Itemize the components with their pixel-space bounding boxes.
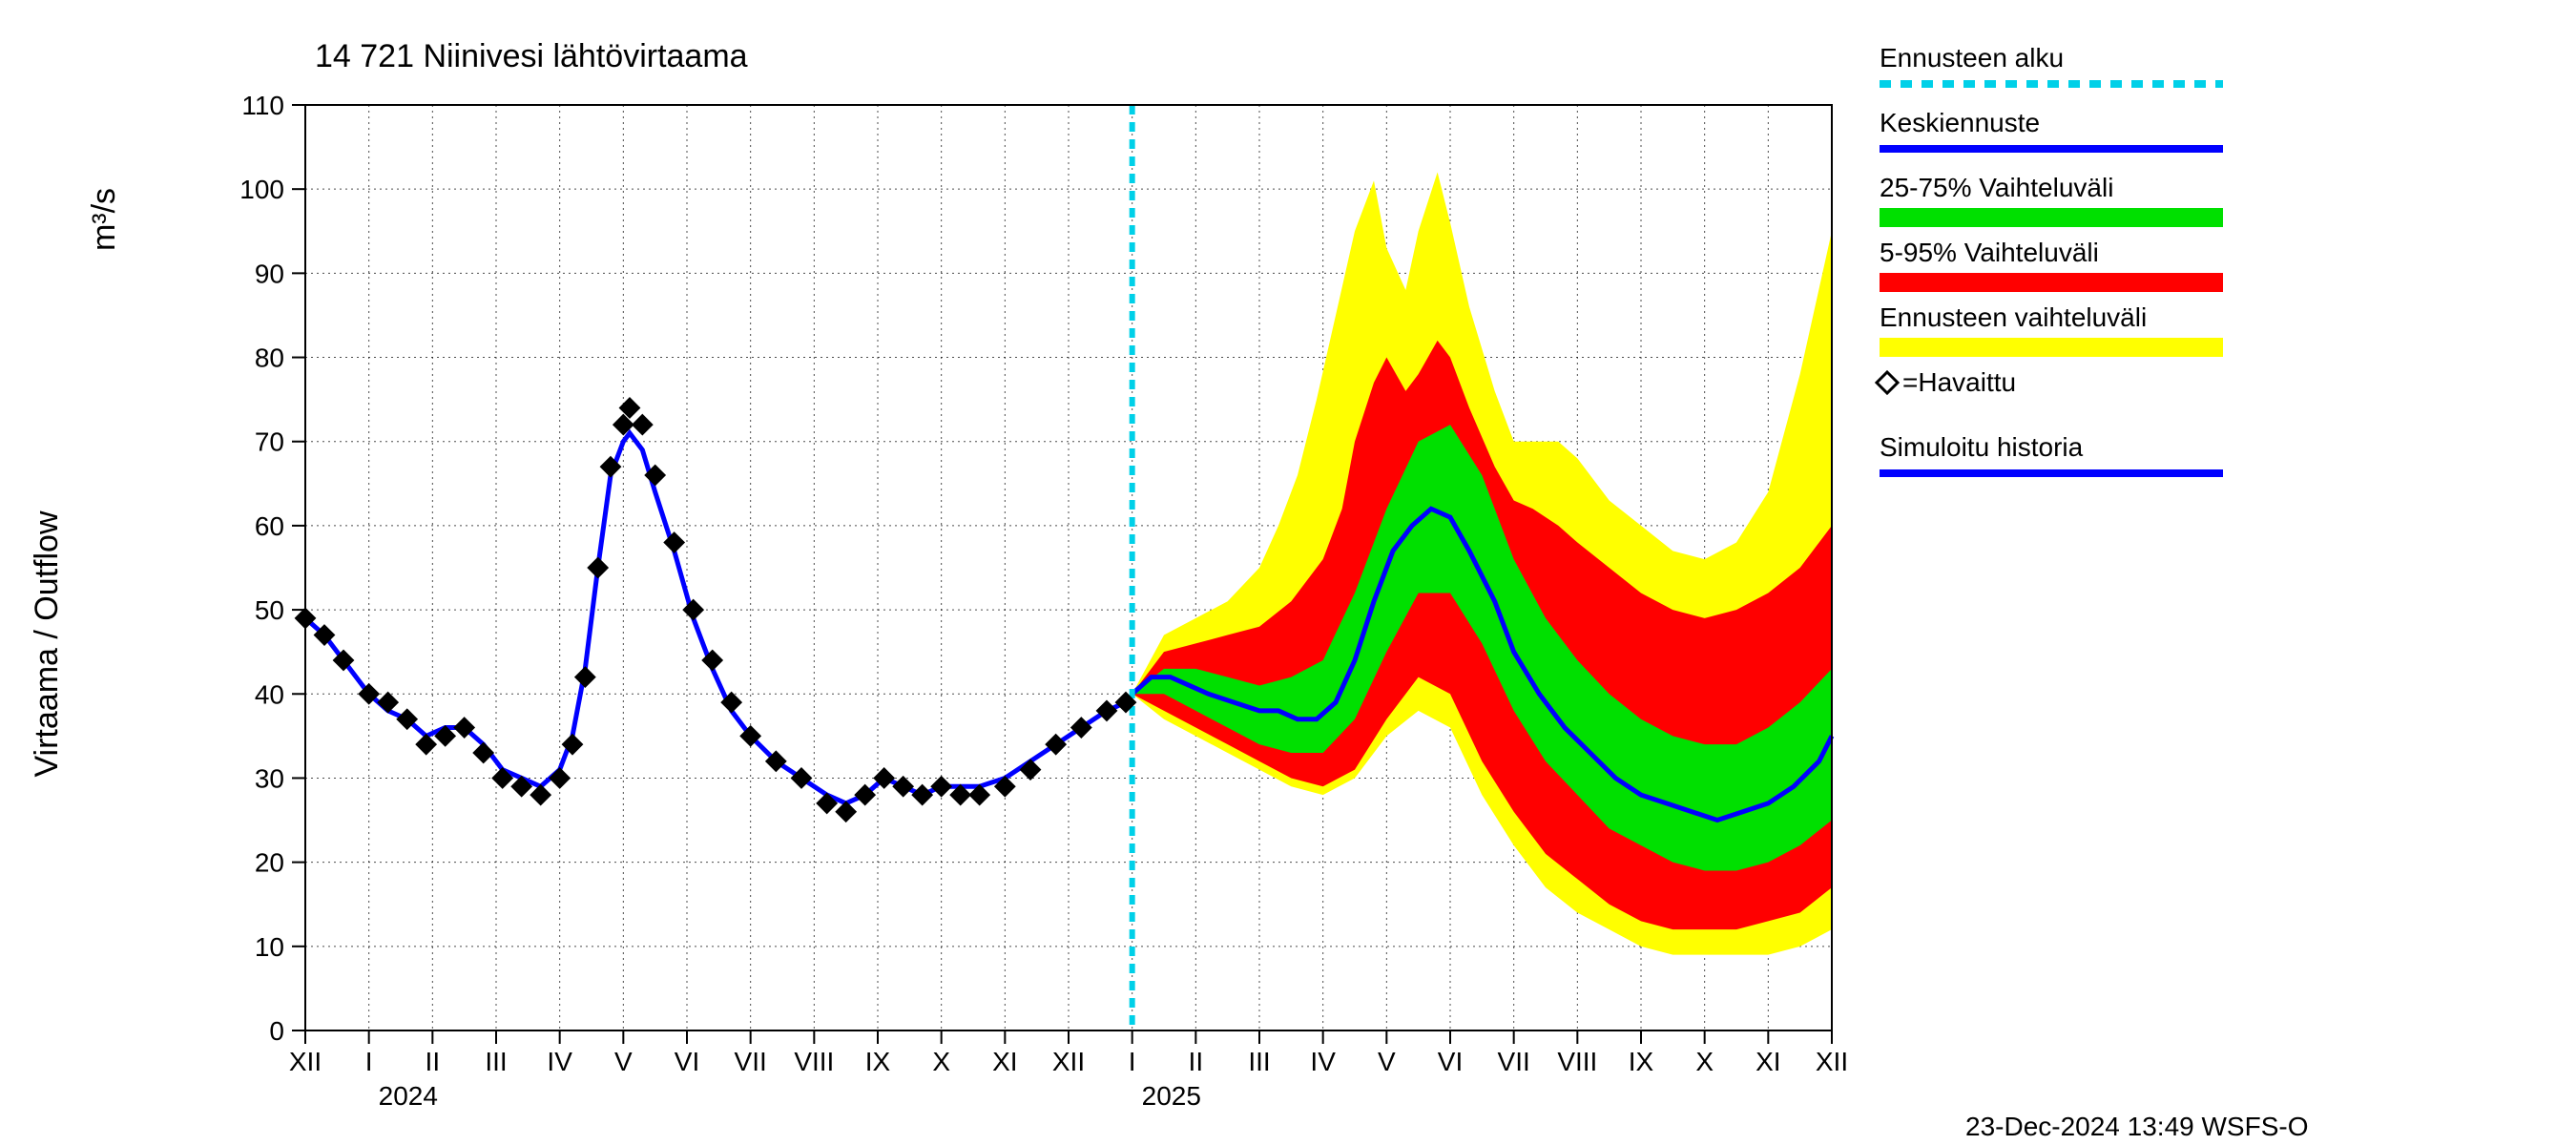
svg-text:2024: 2024 — [379, 1081, 438, 1111]
svg-text:XII: XII — [1052, 1047, 1085, 1076]
svg-text:VIII: VIII — [794, 1047, 834, 1076]
svg-text:IX: IX — [865, 1047, 891, 1076]
svg-text:V: V — [1378, 1047, 1396, 1076]
svg-text:III: III — [485, 1047, 507, 1076]
svg-text:90: 90 — [255, 259, 284, 288]
svg-text:VI: VI — [675, 1047, 699, 1076]
svg-text:40: 40 — [255, 679, 284, 709]
svg-text:Ennusteen alku: Ennusteen alku — [1880, 43, 2064, 73]
svg-text:III: III — [1248, 1047, 1270, 1076]
svg-text:30: 30 — [255, 763, 284, 793]
svg-text:XII: XII — [1816, 1047, 1848, 1076]
svg-text:80: 80 — [255, 344, 284, 373]
svg-text:Simuloitu historia: Simuloitu historia — [1880, 432, 2084, 462]
svg-text:IX: IX — [1629, 1047, 1654, 1076]
chart-svg: 0102030405060708090100110XIIIIIIIIIVVVIV… — [0, 0, 2576, 1145]
svg-text:I: I — [1129, 1047, 1136, 1076]
svg-text:IV: IV — [547, 1047, 572, 1076]
svg-text:IV: IV — [1310, 1047, 1336, 1076]
svg-text:XI: XI — [1755, 1047, 1780, 1076]
svg-text:XII: XII — [289, 1047, 322, 1076]
svg-text:25-75% Vaihteluväli: 25-75% Vaihteluväli — [1880, 173, 2113, 202]
chart-title: 14 721 Niinivesi lähtövirtaama — [315, 38, 748, 74]
y-axis-label: Virtaama / Outflow — [29, 510, 65, 777]
svg-text:100: 100 — [239, 175, 284, 204]
svg-text:VII: VII — [1498, 1047, 1530, 1076]
svg-text:X: X — [932, 1047, 950, 1076]
svg-text:60: 60 — [255, 511, 284, 541]
hydrograph-chart: 0102030405060708090100110XIIIIIIIIIVVVIV… — [0, 0, 2576, 1145]
svg-text:X: X — [1695, 1047, 1714, 1076]
chart-footer: 23-Dec-2024 13:49 WSFS-O — [1965, 1112, 2309, 1141]
svg-text:I: I — [365, 1047, 373, 1076]
svg-text:110: 110 — [241, 91, 284, 120]
svg-text:Ennusteen vaihteluväli: Ennusteen vaihteluväli — [1880, 302, 2147, 332]
svg-text:II: II — [1189, 1047, 1204, 1076]
svg-text:VII: VII — [735, 1047, 767, 1076]
svg-text:=Havaittu: =Havaittu — [1902, 367, 2016, 397]
svg-text:VIII: VIII — [1557, 1047, 1597, 1076]
svg-text:m³/s: m³/s — [86, 188, 122, 251]
svg-text:Keskiennuste: Keskiennuste — [1880, 108, 2040, 137]
svg-text:XI: XI — [992, 1047, 1017, 1076]
svg-text:20: 20 — [255, 848, 284, 878]
svg-text:VI: VI — [1438, 1047, 1463, 1076]
svg-text:V: V — [614, 1047, 633, 1076]
svg-text:0: 0 — [269, 1016, 284, 1046]
svg-text:5-95% Vaihteluväli: 5-95% Vaihteluväli — [1880, 238, 2099, 267]
svg-text:2025: 2025 — [1142, 1081, 1201, 1111]
svg-text:70: 70 — [255, 427, 284, 457]
svg-text:II: II — [426, 1047, 441, 1076]
svg-text:50: 50 — [255, 595, 284, 625]
svg-text:10: 10 — [255, 932, 284, 962]
